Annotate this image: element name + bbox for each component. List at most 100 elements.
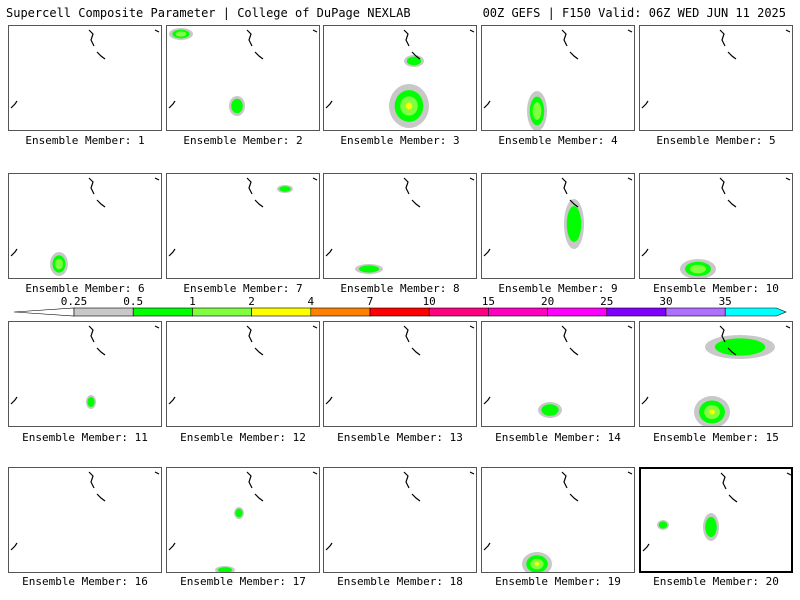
coastline [719, 325, 726, 343]
valid-time-label: 00Z GEFS | F150 Valid: 06Z WED JUN 11 20… [482, 6, 786, 20]
coastline [254, 51, 264, 60]
coastline [569, 493, 579, 502]
ensemble-member-map[interactable] [8, 467, 162, 573]
coastline [403, 325, 410, 343]
coastline [254, 493, 264, 502]
parameter-contour [406, 56, 422, 66]
coastline [627, 471, 633, 475]
map-canvas [483, 177, 633, 257]
ensemble-member-label: Ensemble Member: 17 [180, 575, 306, 588]
coastline [483, 248, 491, 257]
ensemble-member-map[interactable] [166, 25, 320, 131]
ensemble-member-map[interactable] [166, 173, 320, 279]
coastline [10, 396, 18, 405]
map-canvas [325, 29, 475, 128]
parameter-contour [532, 102, 542, 120]
coastline [411, 199, 421, 208]
coastline [569, 51, 579, 60]
ensemble-member-map[interactable] [8, 173, 162, 279]
parameter-contour [279, 186, 291, 192]
colorbar-swatch [310, 307, 371, 317]
ensemble-member-map[interactable] [323, 25, 477, 131]
ensemble-member-map[interactable] [323, 467, 477, 573]
ensemble-member-label: Ensemble Member: 8 [340, 282, 460, 295]
parameter-contour [405, 102, 413, 110]
ensemble-member-label: Ensemble Member: 18 [337, 575, 463, 588]
map-canvas [168, 471, 318, 572]
map-canvas [10, 471, 160, 551]
coastline [785, 29, 791, 33]
map-canvas [325, 325, 475, 405]
coastline [246, 177, 253, 195]
ensemble-member-map[interactable] [323, 173, 477, 279]
ensemble-member-map[interactable] [481, 173, 635, 279]
coastline [627, 177, 633, 181]
ensemble-member-label: Ensemble Member: 4 [498, 134, 618, 147]
ensemble-member-label: Ensemble Member: 20 [653, 575, 779, 588]
coastline [312, 177, 318, 181]
coastline [325, 100, 333, 109]
parameter-contour [541, 404, 559, 416]
ensemble-member-map[interactable] [639, 173, 793, 279]
coastline [469, 29, 475, 33]
coastline [641, 100, 649, 109]
colorbar-tick-label: 15 [482, 296, 495, 308]
parameter-contour [658, 521, 668, 529]
coastline [411, 51, 421, 60]
ensemble-member-label: Ensemble Member: 12 [180, 431, 306, 444]
map-canvas [10, 325, 160, 409]
colorbar-swatch [488, 307, 548, 317]
colorbar-swatch [428, 307, 489, 317]
coastline [411, 347, 421, 356]
ensemble-member-map[interactable] [639, 321, 793, 427]
parameter-contour [358, 265, 380, 273]
coastline [469, 325, 475, 329]
ensemble-member-map[interactable] [481, 467, 635, 573]
map-canvas [483, 325, 633, 418]
map-title: Supercell Composite Parameter | College … [6, 6, 411, 20]
parameter-contour [55, 258, 63, 270]
colorbar-min-arrow [13, 307, 75, 317]
colorbar-tick-label: 0.25 [61, 296, 88, 308]
coastline [727, 51, 737, 60]
ensemble-member-map[interactable] [166, 467, 320, 573]
parameter-contour [566, 206, 582, 242]
ensemble-member-map[interactable] [481, 25, 635, 131]
ensemble-member-label: Ensemble Member: 16 [22, 575, 148, 588]
parameter-contour [231, 98, 243, 114]
coastline [483, 396, 491, 405]
coastline [168, 248, 176, 257]
colorbar-swatch [665, 307, 726, 317]
coastline [154, 177, 160, 181]
parameter-contour [714, 338, 766, 356]
ensemble-member-map[interactable] [8, 25, 162, 131]
coastline [246, 29, 253, 47]
coastline [96, 493, 106, 502]
coastline [154, 471, 160, 475]
parameter-contour [709, 409, 715, 415]
colorbar-tick-label: 10 [423, 296, 436, 308]
parameter-contour [217, 567, 233, 572]
map-canvas [325, 177, 475, 274]
ensemble-member-label: Ensemble Member: 19 [495, 575, 621, 588]
ensemble-member-label: Ensemble Member: 6 [25, 282, 145, 295]
coastline [642, 543, 650, 552]
ensemble-member-map[interactable] [166, 321, 320, 427]
map-canvas [641, 29, 791, 109]
coastline [154, 29, 160, 33]
coastline [403, 29, 410, 47]
ensemble-member-map[interactable] [481, 321, 635, 427]
ensemble-member-map[interactable] [639, 467, 793, 573]
coastline [561, 29, 568, 47]
ensemble-member-map[interactable] [8, 321, 162, 427]
map-canvas [483, 471, 633, 572]
coastline [10, 100, 18, 109]
coastline [720, 472, 727, 490]
map-canvas [642, 472, 791, 552]
ensemble-member-map[interactable] [323, 321, 477, 427]
ensemble-member-map[interactable] [639, 25, 793, 131]
parameter-contour [705, 516, 717, 538]
coastline [325, 248, 333, 257]
ensemble-member-label: Ensemble Member: 11 [22, 431, 148, 444]
ensemble-member-label: Ensemble Member: 7 [183, 282, 303, 295]
